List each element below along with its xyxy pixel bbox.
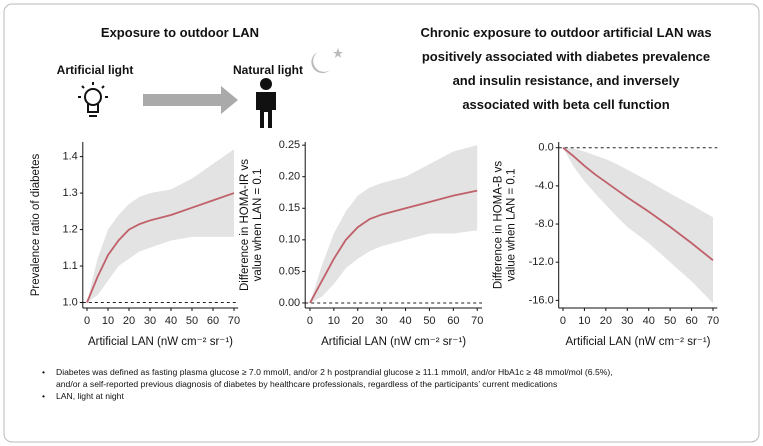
y-tick-label: 1.3 [63, 187, 78, 199]
left-title: Exposure to outdoor LAN [101, 25, 259, 40]
y-axis-label: Prevalence ratio of diabetes [30, 153, 42, 296]
x-tick-label: 10 [328, 315, 340, 327]
y-tick-label: 0.25 [279, 139, 300, 151]
conclusion-line: Chronic exposure to outdoor artificial L… [420, 25, 711, 40]
ci-band [309, 145, 478, 303]
chart: 0.00 0.05 0.10 0.15 0.20 0.25 0 10 20 30 40 50 60 70 A… [239, 139, 483, 348]
x-tick-label: 50 [664, 315, 676, 327]
y-tick-label: 0.00 [279, 297, 300, 309]
y-tick-label: 0.20 [279, 171, 300, 183]
y-tick-label: -8.0 [535, 218, 554, 230]
curve [309, 189, 478, 304]
y-tick-label: 0.05 [279, 265, 300, 277]
y-tick-label: 0.0 [538, 142, 553, 154]
y-tick-label: 0.15 [279, 202, 300, 214]
conclusion: Chronic exposure to outdoor artificial L… [420, 25, 711, 112]
charts: 1.0 1.1 1.2 1.3 1.4 0 10 20 30 40 50 60 70 Artificial… [30, 139, 719, 348]
x-tick-label: 10 [102, 315, 114, 327]
curve [562, 147, 714, 262]
y-axis-label: Difference in HOMA-IR vs [239, 159, 251, 291]
x-tick-label: 40 [399, 315, 411, 327]
y-axis-label: value when LAN = 0.1 [506, 169, 518, 282]
note-line: LAN, light at night [56, 391, 124, 401]
bullet: • [42, 391, 45, 401]
y-tick-label: 1.1 [63, 260, 78, 272]
x-tick-label: 20 [600, 315, 612, 327]
note-line: and/or a self-reported previous diagnosi… [56, 379, 557, 389]
x-tick-label: 70 [707, 315, 719, 327]
x-tick-label: 0 [560, 315, 566, 327]
y-axis-label: Difference in HOMA-B vs [493, 161, 505, 289]
x-tick-label: 60 [685, 315, 697, 327]
curve [86, 192, 235, 303]
y-tick-label: -16.0 [529, 294, 554, 306]
ci-band [87, 149, 234, 303]
icon-label: Natural light [233, 63, 303, 77]
bullet: • [42, 367, 45, 377]
y-tick-label: 1.4 [63, 150, 78, 162]
x-axis-label: Artificial LAN (nW cm⁻² sr⁻¹) [88, 336, 233, 348]
chart: 1.0 1.1 1.2 1.3 1.4 0 10 20 30 40 50 60 70 Artificial… [30, 142, 240, 348]
arrow [143, 86, 238, 114]
x-tick-label: 30 [144, 315, 156, 327]
icon-label: Artificial light [57, 63, 134, 77]
y-tick-label: 0.10 [279, 234, 300, 246]
bulb-icon [78, 82, 108, 117]
notes: • Diabetes was defined as fasting plasma … [42, 367, 613, 401]
x-tick-label: 40 [165, 315, 177, 327]
ci-band [562, 147, 714, 304]
person-icon [256, 78, 276, 128]
x-tick-label: 60 [207, 315, 219, 327]
y-tick-label: 1.0 [63, 296, 78, 308]
y-tick-label: -4.0 [535, 180, 554, 192]
x-tick-label: 10 [578, 315, 590, 327]
y-axis-label: value when LAN = 0.1 [252, 169, 264, 282]
x-tick-label: 20 [123, 315, 135, 327]
x-tick-label: 30 [376, 315, 388, 327]
x-tick-label: 30 [621, 315, 633, 327]
moon-icon [311, 48, 343, 74]
note-line: Diabetes was defined as fasting plasma g… [56, 367, 613, 377]
x-tick-label: 50 [423, 315, 435, 327]
x-tick-label: 60 [447, 315, 459, 327]
x-axis-label: Artificial LAN (nW cm⁻² sr⁻¹) [565, 336, 710, 348]
y-tick-label: -12.0 [529, 256, 554, 268]
x-tick-label: 40 [643, 315, 655, 327]
x-tick-label: 50 [186, 315, 198, 327]
x-tick-label: 70 [228, 315, 240, 327]
x-tick-label: 20 [352, 315, 364, 327]
x-tick-label: 0 [84, 315, 90, 327]
y-tick-label: 1.2 [63, 223, 78, 235]
x-tick-label: 70 [471, 315, 483, 327]
x-tick-label: 0 [307, 315, 313, 327]
conclusion-line: and insulin resistance, and inversely [453, 73, 681, 88]
chart: 0.0 -4.0 -8.0 -12.0 -16.0 0 10 20 30 40 50 60 70 Arti… [493, 142, 719, 348]
conclusion-line: associated with beta cell function [462, 97, 669, 112]
conclusion-line: positively associated with diabetes prev… [422, 49, 710, 64]
x-axis-label: Artificial LAN (nW cm⁻² sr⁻¹) [321, 336, 466, 348]
